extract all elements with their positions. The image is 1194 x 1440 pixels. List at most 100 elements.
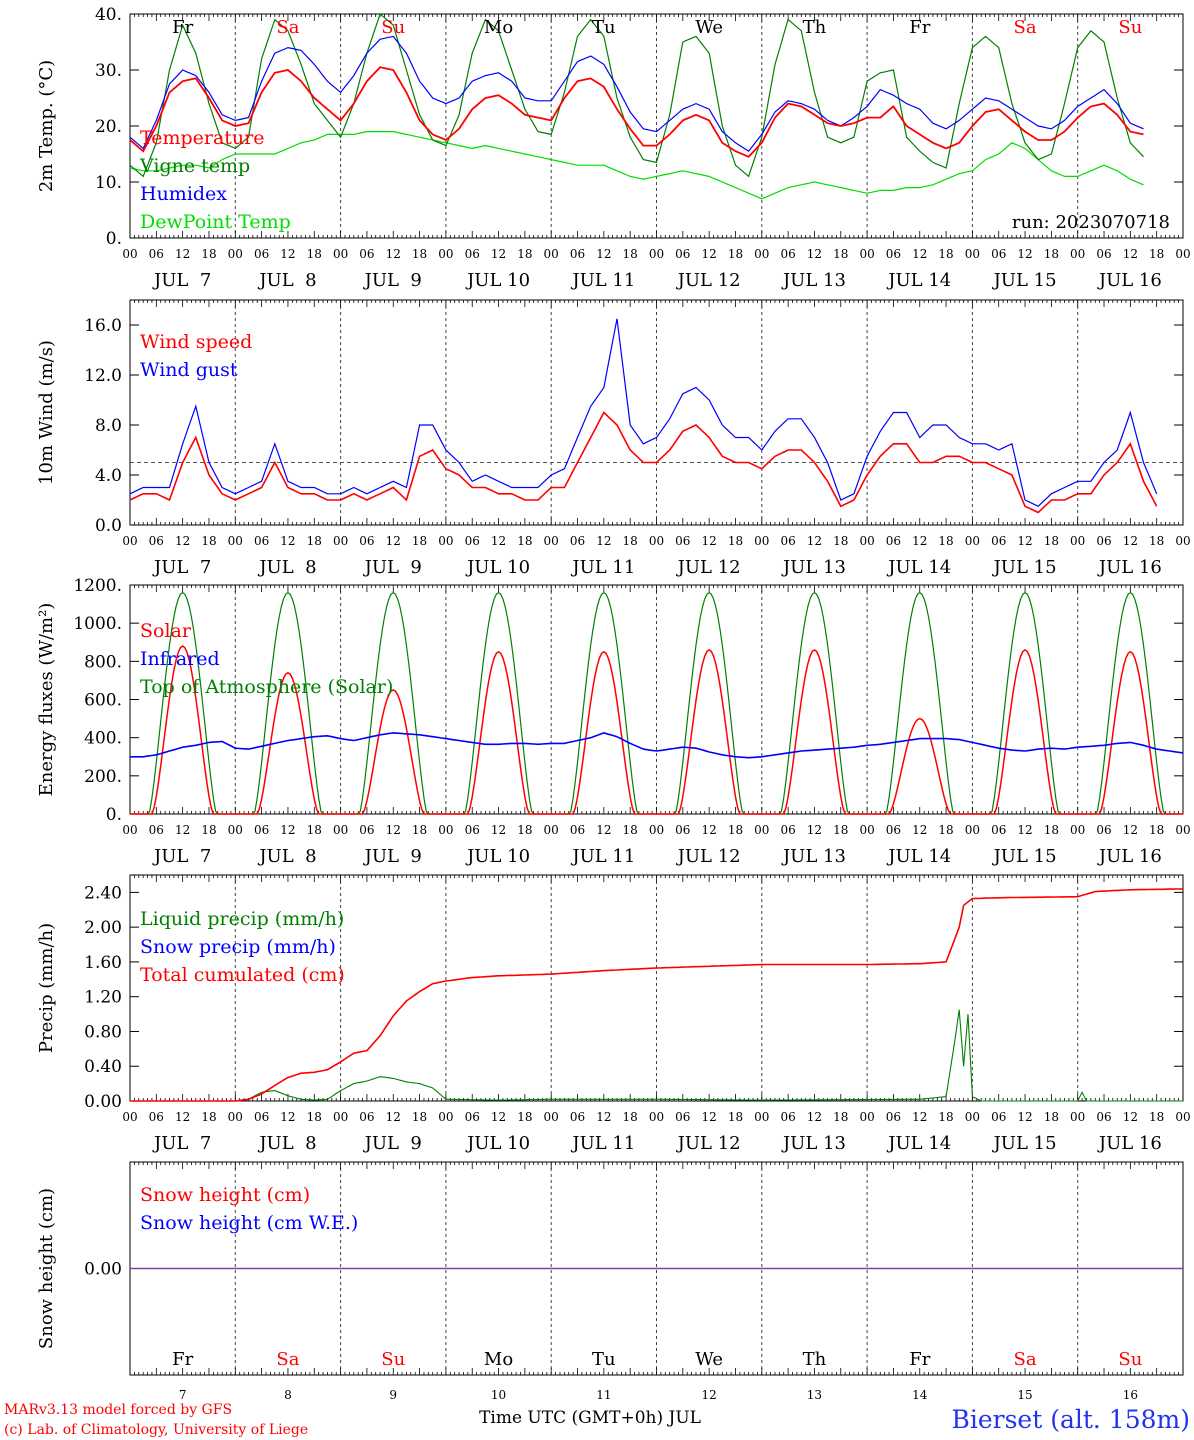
energy-hour-label: 06 <box>465 823 480 837</box>
temp-legend-2: Humidex <box>140 183 227 205</box>
precip-cumulated-line <box>130 888 1184 1102</box>
wind-hour-label: 00 <box>1175 534 1190 548</box>
wind-hour-label: 18 <box>307 534 322 548</box>
energy-hour-label: 00 <box>544 823 559 837</box>
temp-hour-label: 18 <box>201 247 216 261</box>
wind-hour-label: 18 <box>833 534 848 548</box>
wind-hour-label: 00 <box>965 534 980 548</box>
wind-date-label: JUL 7 <box>152 557 211 578</box>
wind-plot-frame <box>129 299 1184 526</box>
precip-hour-label: 00 <box>965 1110 980 1124</box>
run-annotation: run: 2023070718 <box>1012 212 1170 233</box>
temp-hour-label: 00 <box>122 247 137 261</box>
temp-hour-label: 18 <box>1044 247 1059 261</box>
energy-hour-label: 18 <box>623 823 638 837</box>
precip-y-axis-label: Precip (mm/h) <box>36 923 57 1053</box>
precip-hour-label: 18 <box>517 1110 532 1124</box>
temp-hour-label: 12 <box>807 247 822 261</box>
temp-hour-label: 06 <box>149 247 164 261</box>
energy-hour-label: 06 <box>254 823 269 837</box>
wind-date-label: JUL 12 <box>676 557 741 578</box>
energy-hour-label: 12 <box>386 823 401 837</box>
precip-y-tick-label: 0.80 <box>84 1022 122 1042</box>
wind-hour-label: 06 <box>886 534 901 548</box>
wind-hour-label: 18 <box>623 534 638 548</box>
snow-y-axis-label: Snow height (cm) <box>36 1188 57 1349</box>
precip-y-tick-label: 0.40 <box>84 1057 122 1077</box>
temp-hour-label: 00 <box>859 247 874 261</box>
precip-hour-label: 12 <box>491 1110 506 1124</box>
precip-hour-label: 00 <box>122 1110 137 1124</box>
energy-hour-label: 18 <box>517 823 532 837</box>
energy-y-tick-label: 200. <box>84 767 122 787</box>
temp-hour-label: 06 <box>1096 247 1111 261</box>
wind-y-tick-label: 0.0 <box>95 516 122 536</box>
precip-legend-2: Total cumulated (cm) <box>140 964 345 986</box>
precip-date-label: JUL 7 <box>152 1133 211 1154</box>
wind-hour-label: 00 <box>544 534 559 548</box>
station-name: Bierset (alt. 158m) <box>951 1405 1190 1434</box>
energy-date-label: JUL 7 <box>152 846 211 867</box>
energy-hour-label: 12 <box>491 823 506 837</box>
precip-hour-label: 12 <box>702 1110 717 1124</box>
snow-day-name: Mo <box>484 1349 513 1370</box>
wind-hour-label: 06 <box>465 534 480 548</box>
precip-hour-label: 12 <box>386 1110 401 1124</box>
precip-hour-label: 06 <box>149 1110 164 1124</box>
wind-hour-label: 00 <box>649 534 664 548</box>
snow-day-name: Tu <box>592 1349 616 1370</box>
energy-y-tick-label: 0. <box>106 805 122 825</box>
precip-hour-label: 00 <box>649 1110 664 1124</box>
wind-date-label: JUL 13 <box>781 557 846 578</box>
precip-date-label: JUL 9 <box>363 1133 422 1154</box>
temp-date-label: JUL 15 <box>992 270 1057 291</box>
temp-series-line-1 <box>129 12 1144 178</box>
energy-y-tick-label: 400. <box>84 729 122 749</box>
precip-hour-label: 00 <box>333 1110 348 1124</box>
temp-hour-label: 12 <box>912 247 927 261</box>
energy-infrared-line <box>130 732 1184 759</box>
temp-day-name: Sa <box>276 17 299 38</box>
temp-series-line-3 <box>129 131 1144 200</box>
precip-hour-label: 06 <box>359 1110 374 1124</box>
energy-legend-1: Infrared <box>140 648 220 670</box>
wind-hour-label: 12 <box>491 534 506 548</box>
temp-hour-label: 06 <box>570 247 585 261</box>
wind-hour-label: 06 <box>991 534 1006 548</box>
wind-hour-label: 00 <box>333 534 348 548</box>
snow-y-tick-label: 0.00 <box>84 1260 122 1280</box>
energy-hour-label: 18 <box>938 823 953 837</box>
temp-date-label: JUL 10 <box>465 270 530 291</box>
temp-y-tick-label: 20. <box>95 117 122 137</box>
energy-date-label: JUL 11 <box>570 846 635 867</box>
temp-date-label: JUL 12 <box>676 270 741 291</box>
precip-date-label: JUL 11 <box>570 1133 635 1154</box>
precip-y-tick-label: 1.20 <box>84 988 122 1008</box>
precip-hour-label: 18 <box>623 1110 638 1124</box>
temperature-panel: 0. 10. 20. 30. 40. 2m Temp. (°C) Fr Sa Su Mo Tu We T… <box>36 5 1191 291</box>
energy-hour-label: 12 <box>175 823 190 837</box>
temp-date-label: JUL 7 <box>152 270 211 291</box>
energy-panel: 0. 200. 400. 600. 800. 1000. 1200. Energy fluxe… <box>36 576 1191 867</box>
energy-hour-label: 18 <box>1149 823 1164 837</box>
energy-date-label: JUL 13 <box>781 846 846 867</box>
panels-layer: 0. 10. 20. 30. 40. 2m Temp. (°C) Fr Sa Su Mo Tu We T… <box>36 5 1191 1402</box>
temp-hour-label: 12 <box>491 247 506 261</box>
wind-hour-label: 00 <box>438 534 453 548</box>
temp-legend-1: Vigne temp <box>139 155 250 177</box>
wind-hour-label: 12 <box>386 534 401 548</box>
wind-hour-label: 06 <box>254 534 269 548</box>
wind-y-axis-label: 10m Wind (m/s) <box>36 340 57 485</box>
precip-hour-label: 00 <box>859 1110 874 1124</box>
precip-date-label: JUL 13 <box>781 1133 846 1154</box>
snow-date-number: 15 <box>1017 1388 1032 1402</box>
wind-y-tick-label: 8.0 <box>95 416 122 436</box>
precip-hour-label: 00 <box>1070 1110 1085 1124</box>
temp-day-name: Mo <box>484 17 513 38</box>
precip-hour-label: 12 <box>1017 1110 1032 1124</box>
energy-y-axis-label: Energy fluxes (W/m²) <box>36 603 57 797</box>
temp-y-tick-label: 40. <box>95 5 122 25</box>
energy-hour-label: 18 <box>1044 823 1059 837</box>
temp-date-label: JUL 14 <box>886 270 951 291</box>
snow-day-name: Sa <box>276 1349 299 1370</box>
